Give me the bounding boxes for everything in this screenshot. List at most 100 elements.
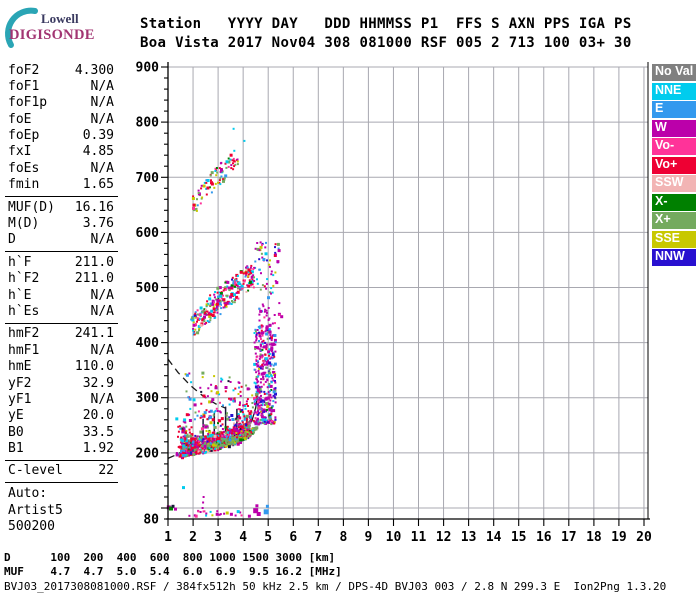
param-value: 211.0 bbox=[74, 254, 114, 270]
param-section: hmF2 241.1 hmF1 N/A hmE 110.0 yF2 32.9 yF1 N/A yE 2… bbox=[5, 322, 118, 460]
x-axis-tick-label: 8 bbox=[339, 530, 347, 545]
x-axis-tick-label: 12 bbox=[436, 530, 452, 545]
param-row-h`E: h`E N/A bbox=[5, 288, 118, 304]
param-label: hmE bbox=[8, 359, 32, 375]
legend-item-sse: SSE bbox=[652, 230, 696, 248]
file-status-line: BVJ03_2017308081000.RSF / 384fx512h 50 k… bbox=[4, 580, 667, 593]
echo-cluster-third-hop bbox=[191, 149, 239, 212]
param-label: B1 bbox=[8, 441, 24, 457]
autoscaling-line: Artist5 bbox=[8, 502, 63, 518]
legend-item-x-: X- bbox=[652, 193, 696, 211]
param-value: 0.39 bbox=[82, 128, 114, 144]
logo-text-digisonde: DIGISONDE bbox=[9, 27, 95, 43]
echo-cluster-f-cusp bbox=[253, 324, 277, 426]
autoscaling-line: Auto: bbox=[8, 486, 48, 502]
x-axis-tick-label: 4 bbox=[239, 530, 247, 545]
param-row-foF1: foF1 N/A bbox=[5, 79, 118, 95]
param-section: MUF(D) 16.16 M(D) 3.76 D N/A bbox=[5, 196, 118, 251]
param-row-foF2: foF2 4.300 bbox=[5, 63, 118, 79]
y-axis-tick-label: 900 bbox=[136, 61, 160, 76]
x-axis-tick-label: 10 bbox=[386, 530, 402, 545]
param-value: 4.85 bbox=[82, 144, 114, 160]
param-label: C-level bbox=[8, 463, 63, 479]
param-label: yF2 bbox=[8, 375, 32, 391]
x-axis-tick-label: 5 bbox=[264, 530, 272, 545]
station-header: Station YYYY DAY DDD HHMMSS P1 FFS S AXN… bbox=[140, 15, 632, 53]
param-value: N/A bbox=[90, 342, 114, 358]
x-axis-tick-label: 13 bbox=[461, 530, 477, 545]
header-station-values: Boa Vista 2017 Nov04 308 081000 RSF 005 … bbox=[140, 35, 632, 51]
param-row-foEs: foEs N/A bbox=[5, 161, 118, 177]
x-axis-tick-label: 11 bbox=[411, 530, 427, 545]
param-section: C-level 22 bbox=[5, 459, 118, 482]
echo-cluster-f-left-sparse bbox=[175, 417, 188, 457]
param-value: 33.5 bbox=[82, 424, 114, 440]
x-axis-tick-label: 1 bbox=[164, 530, 172, 545]
param-section: h`F 211.0 h`F2 211.0 h`E N/A h`Es N/A bbox=[5, 251, 118, 323]
y-axis-tick-label: 80 bbox=[143, 513, 159, 528]
param-row-yF1: yF1 N/A bbox=[5, 392, 118, 408]
logo-arc-icon bbox=[5, 7, 38, 48]
param-label: foF2 bbox=[8, 62, 40, 78]
scaled-parameters-panel: foF2 4.300 foF1 N/A foF1p N/A foE N/A foEp 0.39 fx… bbox=[5, 60, 118, 536]
legend-item-x+: X+ bbox=[652, 212, 696, 229]
param-label: MUF(D) bbox=[8, 199, 55, 215]
param-row-yF2: yF2 32.9 bbox=[5, 376, 118, 392]
param-row-fxI: fxI 4.85 bbox=[5, 144, 118, 160]
header-column-titles: Station YYYY DAY DDD HHMMSS P1 FFS S AXN… bbox=[140, 16, 632, 32]
doppler-direction-legend: No Val NNE E W Vo- Vo+ SSW X- X+ SSE NNW bbox=[652, 64, 698, 268]
x-axis-tick-label: 18 bbox=[586, 530, 602, 545]
param-value: 32.9 bbox=[82, 375, 114, 391]
curve-upper-dashed bbox=[167, 358, 226, 409]
param-label: fxI bbox=[8, 144, 32, 160]
echo-cluster-f-trace-main bbox=[178, 398, 252, 460]
y-axis-tick-label: 500 bbox=[136, 281, 160, 296]
param-label: foEp bbox=[8, 128, 40, 144]
param-label: h`F2 bbox=[8, 271, 40, 287]
x-axis-tick-label: 6 bbox=[289, 530, 297, 545]
param-row-D: D N/A bbox=[5, 232, 118, 248]
legend-item-vo-: Vo- bbox=[652, 138, 696, 155]
param-row-fmin: fmin 1.65 bbox=[5, 177, 118, 193]
y-axis-tick-label: 800 bbox=[136, 116, 160, 131]
legend-item-vo+: Vo+ bbox=[652, 156, 696, 174]
param-value: 20.0 bbox=[82, 408, 114, 424]
x-axis-tick-label: 9 bbox=[364, 530, 372, 545]
param-row-B0: B0 33.5 bbox=[5, 425, 118, 441]
y-axis-tick-label: 400 bbox=[136, 336, 160, 351]
y-axis-tick-label: 700 bbox=[136, 171, 160, 186]
param-value: N/A bbox=[90, 111, 114, 127]
echo-cluster-f-above-scatter bbox=[184, 371, 255, 423]
param-row-C-level: C-level 22 bbox=[5, 463, 118, 479]
x-axis-tick-label: 2 bbox=[189, 530, 197, 545]
param-row-MUF(D): MUF(D) 16.16 bbox=[5, 200, 118, 216]
param-value: N/A bbox=[90, 95, 114, 111]
autoscaling-info: Auto: Artist5 500200 bbox=[5, 482, 118, 535]
x-axis-tick-label: 7 bbox=[314, 530, 322, 545]
param-row-hmF1: hmF1 N/A bbox=[5, 343, 118, 359]
param-row-foF1p: foF1p N/A bbox=[5, 95, 118, 111]
gridlines bbox=[167, 66, 648, 519]
param-label: foEs bbox=[8, 160, 40, 176]
explicit-echo-points bbox=[166, 127, 269, 516]
distance-row: D 100 200 400 600 800 1000 1500 3000 [km… bbox=[4, 551, 336, 564]
param-value: 110.0 bbox=[74, 359, 114, 375]
param-label: h`F bbox=[8, 254, 32, 270]
echo-cluster-f-cusp-top bbox=[258, 302, 284, 330]
x-axis-tick-label: 14 bbox=[486, 530, 502, 545]
param-label: hmF2 bbox=[8, 326, 40, 342]
param-value: 241.1 bbox=[74, 326, 114, 342]
echo-cluster-second-hop-cusp bbox=[252, 241, 281, 300]
legend-item-nnw: NNW bbox=[652, 249, 696, 266]
param-value: N/A bbox=[90, 78, 114, 94]
param-label: yF1 bbox=[8, 391, 32, 407]
param-row-B1: B1 1.92 bbox=[5, 441, 118, 457]
param-label: B0 bbox=[8, 424, 24, 440]
param-label: foE bbox=[8, 111, 32, 127]
x-axis-tick-label: 15 bbox=[511, 530, 527, 545]
autoscaling-line: 500200 bbox=[8, 519, 55, 535]
param-row-foEp: foEp 0.39 bbox=[5, 128, 118, 144]
param-row-foE: foE N/A bbox=[5, 112, 118, 128]
